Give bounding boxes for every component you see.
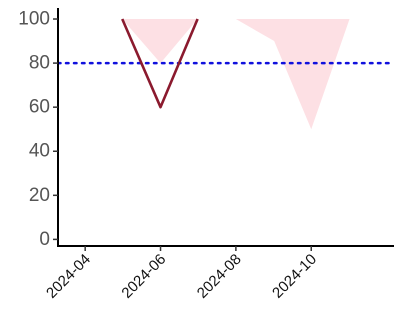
y-tick-label: 40 xyxy=(29,141,50,162)
x-axis-ticks: 2024-04 2024-06 2024-08 2024-10 xyxy=(43,246,320,302)
shaded-band-2 xyxy=(235,19,350,130)
x-tick-label: 2024-04 xyxy=(43,251,94,302)
y-tick-label: 60 xyxy=(29,97,50,118)
y-tick-label: 100 xyxy=(18,9,50,30)
y-axis-ticks: 0 20 40 60 80 100 xyxy=(18,9,58,250)
shaded-band-1 xyxy=(122,19,198,64)
axes xyxy=(57,8,394,247)
series-line-1 xyxy=(121,18,199,109)
y-tick-label: 20 xyxy=(29,185,50,206)
y-tick-label: 80 xyxy=(29,53,50,74)
series-lines xyxy=(121,18,199,109)
shaded-bands xyxy=(122,19,350,130)
x-tick-label: 2024-06 xyxy=(118,251,169,302)
y-tick-label: 0 xyxy=(39,229,50,250)
x-tick-label: 2024-10 xyxy=(269,251,320,302)
x-tick-label: 2024-08 xyxy=(194,251,245,302)
